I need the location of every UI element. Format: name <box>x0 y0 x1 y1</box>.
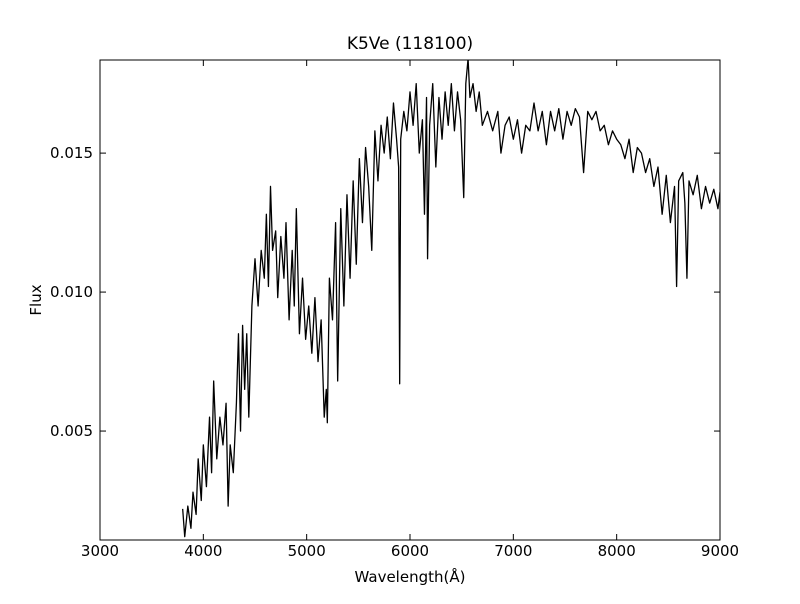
x-tick-label: 7000 <box>494 542 532 560</box>
x-tick-label: 6000 <box>391 542 429 560</box>
y-tick-label: 0.005 <box>50 422 93 440</box>
x-tick-label: 9000 <box>701 542 739 560</box>
y-tick-label: 0.015 <box>50 144 93 162</box>
x-tick-label: 5000 <box>288 542 326 560</box>
spectrum-line <box>182 60 720 538</box>
x-tick-label: 4000 <box>184 542 222 560</box>
x-tick-label: 8000 <box>598 542 636 560</box>
x-axis-label: Wavelength(Å) <box>355 567 466 586</box>
chart-title: K5Ve (118100) <box>347 34 473 54</box>
y-axis-label: Flux <box>27 284 45 315</box>
y-tick-label: 0.010 <box>50 283 93 301</box>
x-tick-label: 3000 <box>81 542 119 560</box>
plot-frame <box>99 59 721 541</box>
